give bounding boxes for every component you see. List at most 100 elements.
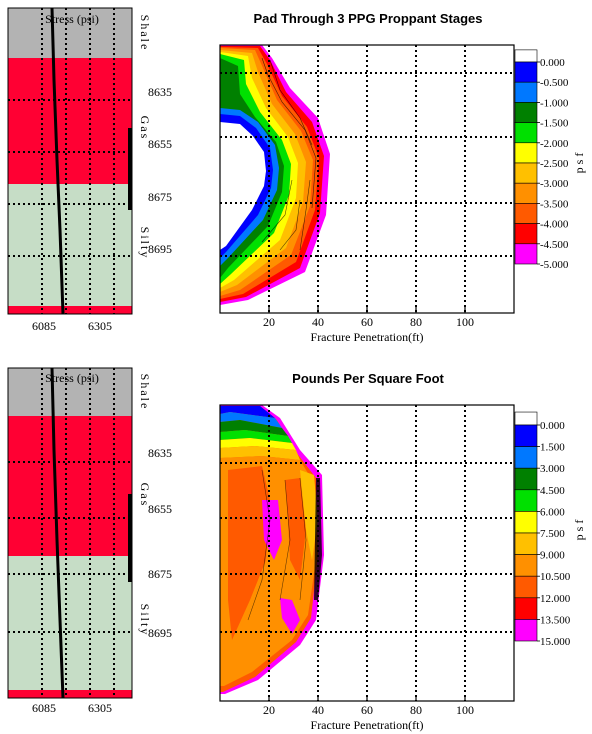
contour-core xyxy=(220,122,266,250)
colorbar-label: 13.500 xyxy=(540,614,571,626)
colorbar-swatch xyxy=(514,532,538,555)
colorbar-label: -3.000 xyxy=(540,178,569,190)
contour-red-patch xyxy=(285,478,306,580)
zone-shale xyxy=(8,368,132,416)
colorbar-label: -3.500 xyxy=(540,198,569,210)
colorbar-swatch xyxy=(514,142,538,164)
colorbar-swatch xyxy=(514,81,538,103)
colorbar-swatch xyxy=(514,575,538,599)
colorbar-swatch xyxy=(514,102,538,123)
colorbar-unit: p s f xyxy=(572,153,586,174)
x-tick-label: 60 xyxy=(361,703,373,717)
depth-label: 8655 xyxy=(148,137,172,151)
log-grid xyxy=(8,368,132,698)
colorbar-label: -2.000 xyxy=(540,138,569,150)
stress-tick: 6085 xyxy=(32,701,56,715)
contour-red-patch xyxy=(228,466,270,640)
depth-label: 8695 xyxy=(148,242,172,256)
colorbar-label: 9.000 xyxy=(540,550,565,562)
contour-magenta-patch xyxy=(280,598,300,634)
contour-edge xyxy=(314,478,322,600)
colorbar-label: 12.000 xyxy=(540,593,571,605)
depth-label: 8655 xyxy=(148,502,172,516)
colorbar-label: -1.000 xyxy=(540,97,569,109)
contour-field xyxy=(220,405,324,694)
colorbar-swatch xyxy=(514,243,538,265)
colorbar-swatch xyxy=(514,619,538,642)
colorbar-swatch xyxy=(514,467,538,491)
colorbar-label: -0.500 xyxy=(540,77,569,89)
colorbar-label: -4.000 xyxy=(540,219,569,231)
x-tick-label: 20 xyxy=(263,703,275,717)
perforation-bar xyxy=(128,494,132,582)
x-tick-label: 60 xyxy=(361,315,373,329)
zone-shale xyxy=(8,8,132,58)
zone-label-silty: Silty xyxy=(138,604,152,637)
colorbar-swatch xyxy=(514,49,538,63)
contour-blue-light xyxy=(220,412,282,428)
depth-labels: 8635 8655 8675 8695 xyxy=(148,85,172,256)
x-axis-label: Fracture Penetration(ft) xyxy=(311,718,424,732)
stress-curve xyxy=(50,367,65,699)
zone-bottom xyxy=(8,690,132,698)
contour-lines xyxy=(247,469,307,621)
chart-title: Pounds Per Square Foot xyxy=(292,371,444,386)
stress-curve xyxy=(50,7,65,315)
colorbar-swatch xyxy=(514,223,538,245)
contour-amber xyxy=(220,446,300,460)
zone-gas xyxy=(8,416,132,556)
contour-green xyxy=(220,420,288,436)
x-axis-label: Fracture Penetration(ft) xyxy=(311,330,424,344)
colorbar-label: -5.000 xyxy=(540,259,569,271)
x-tick-label: 100 xyxy=(456,315,474,329)
zone-bottom xyxy=(8,306,132,314)
colorbar: 0.000 -0.500 -1.000 -1.500 -2.000 -2.500 -3.00… xyxy=(514,49,569,271)
stress-tick: 6305 xyxy=(88,319,112,333)
log-grid xyxy=(8,8,132,314)
panel-1: Stress (psi) Shale Gas Silty 8635 8655 8… xyxy=(7,7,586,344)
colorbar: 0.000 1.500 3.000 4.500 6.000 7.500 9.000 10.50… xyxy=(514,411,571,648)
panel-2: Stress (psi) Shale Gas Silty 8635 8655 8… xyxy=(7,367,586,732)
stress-tick: 6305 xyxy=(88,701,112,715)
contour-green-light xyxy=(220,430,292,443)
depth-label: 8675 xyxy=(148,190,172,204)
chart-title: Pad Through 3 PPG Proppant Stages xyxy=(254,11,483,26)
zone-label-shale: Shale xyxy=(138,15,152,52)
plot-grid xyxy=(220,45,514,313)
colorbar-label: 7.500 xyxy=(540,528,565,540)
contour-blue xyxy=(220,406,275,418)
x-tick-label: 40 xyxy=(312,703,324,717)
x-tick-label: 40 xyxy=(312,315,324,329)
zone-gas xyxy=(8,58,132,184)
depth-labels: 8635 8655 8675 8695 xyxy=(148,446,172,640)
colorbar-swatch xyxy=(514,554,538,577)
colorbar-swatch xyxy=(514,446,538,469)
colorbar-label: 3.000 xyxy=(540,463,565,475)
log-header: Stress (psi) xyxy=(45,12,99,26)
contour-amber-patch xyxy=(300,470,318,560)
depth-label: 8675 xyxy=(148,567,172,581)
depth-label: 8635 xyxy=(148,446,172,460)
log-header: Stress (psi) xyxy=(45,371,99,385)
zone-label-gas: Gas xyxy=(138,483,152,508)
zone-label-shale: Shale xyxy=(138,374,152,411)
x-axis: 20 40 60 80 100 xyxy=(263,307,474,329)
depth-label: 8635 xyxy=(148,85,172,99)
colorbar-swatch xyxy=(514,424,538,447)
colorbar-label: 10.500 xyxy=(540,571,571,583)
colorbar-swatch xyxy=(514,162,538,184)
colorbar-swatch xyxy=(514,597,538,620)
x-tick-label: 20 xyxy=(263,315,275,329)
colorbar-swatch xyxy=(514,511,538,534)
colorbar-swatch xyxy=(514,122,538,144)
colorbar-label: 4.500 xyxy=(540,485,565,497)
colorbar-label: -1.500 xyxy=(540,118,569,130)
colorbar-label: -2.500 xyxy=(540,158,569,170)
perforation-bar xyxy=(128,128,132,210)
contour-yellow xyxy=(220,438,296,450)
zone-label-silty: Silty xyxy=(138,227,152,260)
stress-tick: 6085 xyxy=(32,319,56,333)
contour-magenta-patch xyxy=(262,500,282,560)
depth-label: 8695 xyxy=(148,626,172,640)
zone-silty xyxy=(8,556,132,690)
